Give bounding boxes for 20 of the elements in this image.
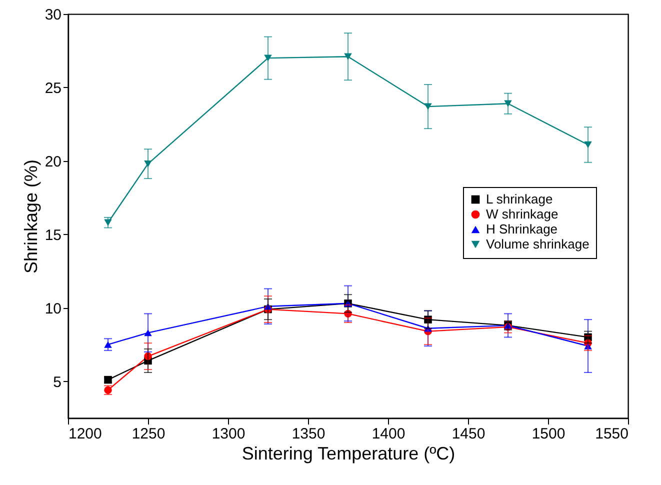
x-tick-label: 1450 <box>452 426 486 442</box>
y-tick-label: 10 <box>44 300 62 318</box>
legend-label: Volume shrinkage <box>486 236 590 252</box>
x-tick-label: 1200 <box>68 426 102 442</box>
legend-label: H Shrinkage <box>486 222 558 236</box>
y-tick-label: 5 <box>53 374 62 391</box>
x-tick-label: 1550 <box>595 426 628 442</box>
y-tick-label: 25 <box>44 80 62 97</box>
x-tick-label: 1300 <box>212 426 246 442</box>
legend-label: L shrinkage <box>486 192 553 206</box>
y-tick-label: 15 <box>44 226 62 244</box>
y-tick-label: 30 <box>44 6 62 24</box>
y-axis-title: Shrinkage (%) <box>20 159 41 274</box>
y-tick-label: 20 <box>44 153 62 170</box>
legend-label: W shrinkage <box>486 206 558 222</box>
x-tick-label: 1500 <box>532 426 566 442</box>
x-tick-label: 1350 <box>292 426 326 442</box>
x-tick-label: 1250 <box>132 426 166 442</box>
x-axis-title: Sintering Temperature (ºC) <box>242 444 456 464</box>
x-tick-label: 1400 <box>372 426 406 442</box>
